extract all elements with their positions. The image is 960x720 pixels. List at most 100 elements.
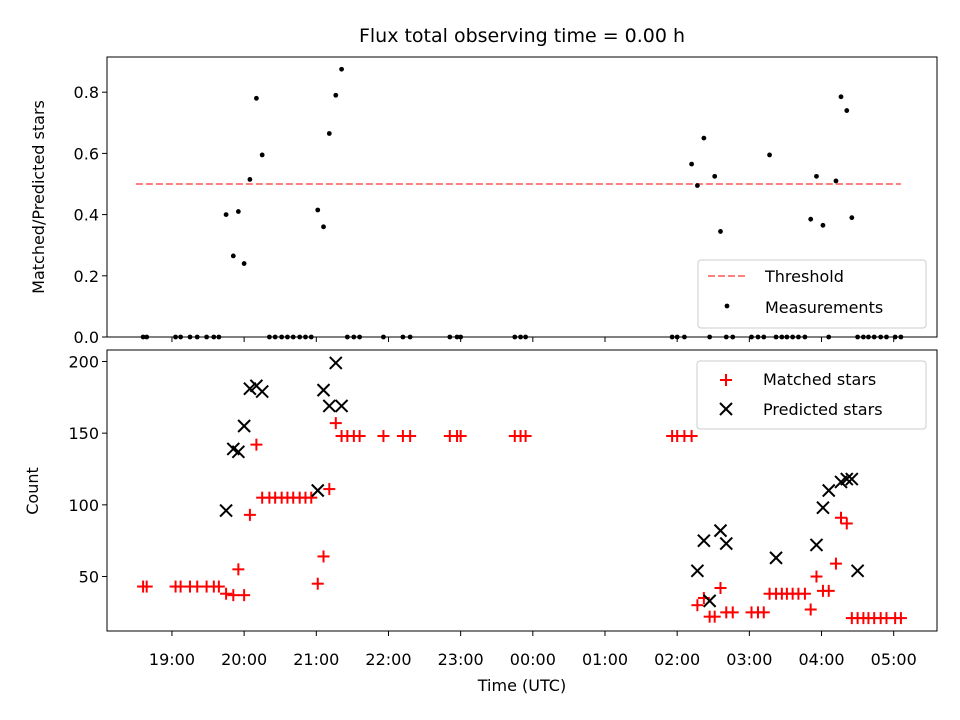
measurement-point (140, 334, 146, 340)
measurement-point (400, 334, 406, 340)
measurement-point (279, 334, 285, 340)
x-tick-label: 03:00 (726, 650, 772, 669)
matched-star-point (305, 491, 318, 504)
matched-star-point (140, 580, 153, 593)
measurement-point (749, 334, 754, 340)
matched-star-point (726, 606, 739, 619)
matched-star-point (220, 587, 233, 600)
bottom-y-axis-label: Count (23, 467, 42, 515)
measurement-point (333, 92, 339, 98)
measurement-point (523, 334, 529, 340)
matched-star-point (798, 587, 811, 600)
x-tick-label: 05:00 (871, 650, 917, 669)
y-tick-label: 150 (68, 424, 99, 443)
predicted-star-point (850, 564, 865, 578)
matched-star-point (708, 610, 721, 623)
predicted-star-point (702, 594, 717, 608)
matched-star-point (829, 557, 842, 570)
measurement-point (211, 334, 217, 340)
bottom-axes: 50 100 150 200 19:00 20:00 21:00 22:00 23:00 00:… (23, 349, 938, 695)
measurement-point (144, 334, 150, 340)
measurement-point (447, 334, 453, 340)
measurement-point (866, 334, 871, 340)
measurement-point (796, 334, 801, 340)
measurement-point (808, 216, 814, 222)
predicted-star-point (845, 472, 859, 486)
x-tick-label: 19:00 (149, 650, 195, 669)
measurement-point (344, 334, 350, 340)
measurement-point (884, 334, 889, 340)
matched-star-point (685, 430, 698, 443)
bottom-plot-frame (106, 349, 938, 632)
y-tick-label: 0.0 (74, 328, 99, 347)
bottom-y-ticks: 50 100 150 200 (68, 352, 107, 587)
predicted-star-point (713, 523, 728, 538)
measurement-point (518, 334, 523, 340)
x-tick-label: 01:00 (582, 650, 628, 669)
top-axes: 0.00.20.40.60.8 Matched/Predicted stars … (29, 56, 938, 347)
measurement-point (878, 334, 884, 340)
measurement-point (308, 334, 314, 340)
measurement-point (285, 334, 290, 340)
y-tick-label: 50 (79, 568, 99, 587)
predicted-star-point (329, 356, 343, 370)
measurement-point (669, 334, 675, 340)
x-tick-label: 23:00 (438, 650, 484, 669)
predicted-star-point (697, 533, 711, 548)
measurement-point (254, 95, 259, 101)
measurement-point (290, 334, 296, 340)
y-tick-label: 100 (68, 496, 99, 515)
measurement-point (844, 108, 850, 113)
measurement-point (701, 135, 707, 141)
measurement-point (860, 334, 866, 340)
measurement-point (303, 334, 308, 340)
top-y-axis-label: Matched/Predicted stars (29, 100, 48, 294)
measurement-point (681, 334, 687, 340)
predicted-legend-swatch (719, 402, 733, 416)
series-predicted-stars (219, 356, 865, 608)
y-tick-label: 200 (68, 352, 99, 371)
measurement-point (247, 177, 253, 182)
predicted-star-point (816, 500, 830, 515)
matched-star-point (404, 430, 417, 443)
x-tick-label: 02:00 (654, 650, 700, 669)
matched-star-point (353, 430, 366, 443)
measurements-legend-label: Measurements (765, 298, 883, 317)
measurement-point (898, 334, 904, 340)
measurement-point (407, 334, 413, 340)
chart-title: Flux total observing time = 0.00 h (359, 25, 685, 47)
measurement-point (259, 152, 265, 158)
measurement-point (326, 131, 332, 136)
matched-star-point (691, 599, 704, 612)
y-tick-label: 0.2 (74, 267, 99, 286)
measurement-point (838, 94, 844, 100)
x-tick-label: 00:00 (510, 650, 556, 669)
measurement-point (357, 334, 363, 340)
predicted-star-point (769, 551, 783, 565)
y-tick-label: 0.8 (74, 83, 99, 102)
measurement-point (297, 334, 303, 340)
predicted-star-point (311, 483, 325, 498)
top-plot-series (135, 66, 904, 340)
measurement-point (820, 222, 826, 228)
matched-star-point (835, 511, 848, 524)
measurement-point (272, 334, 278, 340)
measurement-point (833, 178, 839, 184)
matched-star-point (822, 584, 835, 597)
measurement-point (767, 152, 772, 158)
matched-legend-swatch (720, 374, 732, 386)
measurement-point (381, 334, 386, 340)
measurement-point (266, 334, 272, 340)
matched-star-point (317, 550, 330, 563)
threshold-legend-label: Threshold (764, 267, 844, 286)
measurement-point (773, 334, 779, 340)
matched-star-point (232, 563, 245, 576)
measurement-point (230, 253, 236, 259)
measurement-point (187, 334, 193, 340)
measurements-legend-swatch (724, 303, 730, 309)
matched-star-point (714, 581, 727, 594)
predicted-star-point (316, 383, 331, 397)
measurement-point (849, 215, 855, 221)
measurement-point (315, 207, 321, 213)
predicted-star-point (690, 564, 705, 578)
